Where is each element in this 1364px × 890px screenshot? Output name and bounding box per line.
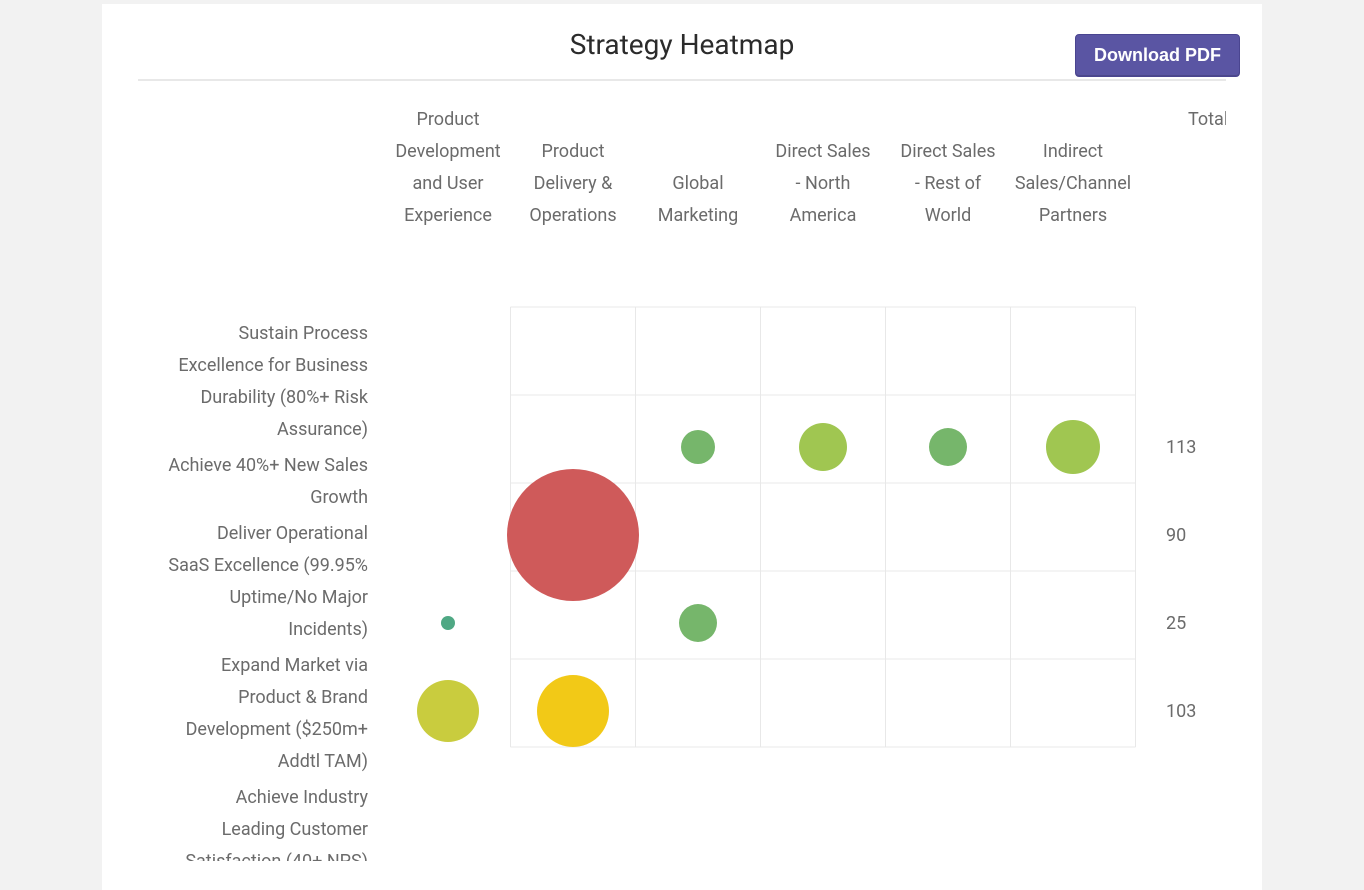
column-header: Direct Sales- NorthAmerica — [775, 141, 870, 226]
row-score: 113 — [1166, 437, 1196, 458]
column-header: GlobalMarketing — [658, 173, 738, 226]
card-header: Strategy Heatmap Download PDF — [102, 4, 1262, 61]
heatmap-bubble — [417, 680, 479, 742]
row-label: Achieve IndustryLeading CustomerSatisfac… — [185, 787, 368, 861]
row-score: 90 — [1166, 525, 1186, 546]
row-label: Expand Market viaProduct & BrandDevelopm… — [186, 655, 368, 772]
heatmap-bubble — [1046, 420, 1100, 474]
row-score: 25 — [1166, 613, 1186, 634]
heatmap-bubble — [799, 423, 847, 471]
row-label: Sustain ProcessExcellence for BusinessDu… — [178, 323, 368, 440]
heatmap-bubble — [537, 675, 609, 747]
column-header: ProductDevelopmentand UserExperience — [395, 109, 500, 226]
heatmap-card: Strategy Heatmap Download PDF ProductDev… — [102, 4, 1262, 890]
column-header: IndirectSales/ChannelPartners — [1015, 141, 1131, 226]
heatmap-bubble — [679, 604, 717, 642]
heatmap-chart: ProductDevelopmentand UserExperience Prod… — [138, 81, 1226, 861]
heatmap-bubble — [929, 428, 967, 466]
row-label: Achieve 40%+ New SalesGrowth — [168, 455, 368, 508]
row-label: Deliver OperationalSaaS Excellence (99.9… — [168, 523, 368, 640]
column-header: Direct Sales- Rest ofWorld — [900, 141, 995, 226]
heatmap-bubble — [441, 616, 455, 630]
download-pdf-button[interactable]: Download PDF — [1075, 34, 1240, 77]
column-header: ProductDelivery &Operations — [529, 141, 616, 226]
total-score-header: Total Score — [1188, 109, 1226, 130]
row-score: 103 — [1166, 701, 1196, 722]
page-title: Strategy Heatmap — [142, 28, 1222, 61]
heatmap-bubble — [507, 469, 639, 601]
heatmap-bubble — [681, 430, 715, 464]
